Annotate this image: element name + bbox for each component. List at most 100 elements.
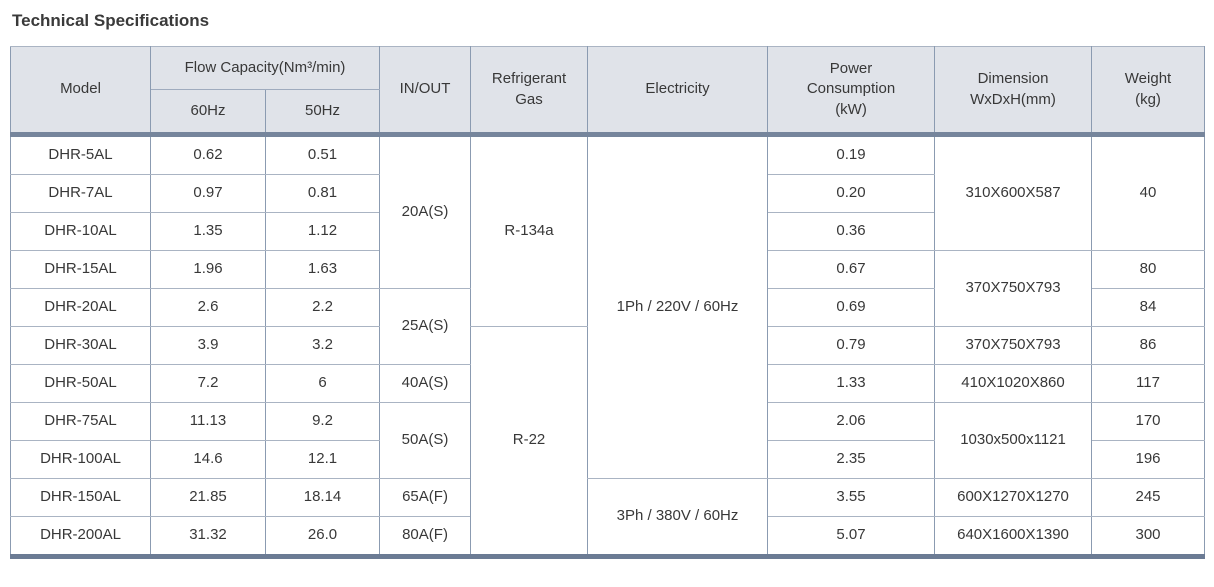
col-header-refrigerant-gas: Refrigerant Gas — [470, 46, 589, 137]
table-row: DHR-100AL 14.6 12.1 2.35 196 — [10, 440, 1206, 479]
cell-50hz: 6 — [264, 364, 381, 403]
table-row: DHR-7AL 0.97 0.81 0.20 — [10, 174, 1205, 213]
header-line: Weight — [1124, 70, 1172, 88]
header-line: Refrigerant — [491, 70, 567, 88]
cell-50hz: 0.81 — [264, 174, 381, 213]
cell-power: 2.06 — [767, 402, 936, 441]
cell-60hz: 3.9 — [150, 326, 266, 365]
cell-50hz: 1.63 — [264, 250, 381, 289]
col-header-dimension: Dimension WxDxH(mm) — [934, 46, 1093, 137]
cell-weight: 80 — [1091, 250, 1206, 289]
cell-weight: 245 — [1091, 478, 1206, 517]
table-header: Model Flow Capacity(Nm³/min) IN/OUT Refr… — [10, 46, 1206, 137]
col-header-model: Model — [10, 46, 151, 137]
cell-in-out: 80A(F) — [379, 516, 472, 557]
table-row: DHR-75AL 11.13 9.2 50A(S) 2.06 1030x500x… — [10, 402, 1206, 479]
cell-weight: 86 — [1091, 326, 1206, 365]
cell-power: 1.33 — [767, 364, 936, 403]
cell-50hz: 1.12 — [264, 212, 381, 251]
spec-table: Model Flow Capacity(Nm³/min) IN/OUT Refr… — [10, 46, 1206, 559]
cell-50hz: 3.2 — [264, 326, 381, 365]
table-row: DHR-5AL 0.62 0.51 20A(S) R-134a 1Ph / 22… — [10, 134, 1206, 479]
header-line: WxDxH(mm) — [970, 90, 1056, 108]
cell-weight: 300 — [1091, 516, 1206, 557]
cell-60hz: 1.35 — [150, 212, 266, 251]
cell-dimension: 600X1270X1270 — [934, 478, 1093, 517]
col-header-flow-capacity: Flow Capacity(Nm³/min) — [149, 46, 381, 90]
header-row-top: Model Flow Capacity(Nm³/min) IN/OUT Refr… — [10, 46, 1206, 137]
cell-model: DHR-5AL — [10, 134, 151, 175]
cell-weight: 40 — [1091, 134, 1206, 251]
header-line: Gas — [515, 90, 543, 108]
header-line: Consumption — [806, 80, 896, 98]
cell-in-out: 20A(S) — [379, 134, 472, 289]
cell-electricity: 3Ph / 380V / 60Hz — [587, 478, 769, 557]
table-row: DHR-30AL 3.9 3.2 R-22 0.79 370X750X793 8… — [10, 326, 1206, 557]
cell-50hz: 2.2 — [264, 288, 381, 327]
cell-60hz: 14.6 — [150, 440, 266, 479]
header-row-sub: 60Hz 50Hz — [11, 89, 1205, 137]
cell-power: 5.07 — [767, 516, 936, 557]
cell-dimension: 370X750X793 — [934, 326, 1093, 365]
cell-power: 0.36 — [767, 212, 936, 251]
page: Technical Specifications Model Flow Capa… — [10, 11, 1206, 559]
cell-model: DHR-50AL — [10, 364, 151, 403]
cell-model: DHR-100AL — [10, 440, 151, 479]
cell-60hz: 7.2 — [150, 364, 266, 403]
cell-model: DHR-30AL — [10, 326, 151, 365]
cell-60hz: 0.97 — [150, 174, 266, 213]
cell-model: DHR-10AL — [10, 212, 151, 251]
cell-60hz: 2.6 — [150, 288, 266, 327]
cell-50hz: 12.1 — [264, 440, 381, 479]
col-header-in-out: IN/OUT — [379, 46, 472, 137]
table-body: DHR-5AL 0.62 0.51 20A(S) R-134a 1Ph / 22… — [10, 134, 1206, 557]
cell-in-out: 40A(S) — [379, 364, 472, 403]
cell-60hz: 31.32 — [150, 516, 266, 557]
cell-weight: 84 — [1091, 288, 1206, 327]
cell-power: 0.19 — [767, 134, 936, 175]
cell-weight: 170 — [1091, 402, 1206, 441]
cell-dimension: 370X750X793 — [934, 250, 1093, 327]
cell-50hz: 9.2 — [264, 402, 381, 441]
cell-refrigerant: R-134a — [470, 134, 589, 327]
cell-60hz: 0.62 — [150, 134, 266, 175]
cell-60hz: 11.13 — [150, 402, 266, 441]
cell-power: 2.35 — [767, 440, 936, 479]
cell-in-out: 65A(F) — [379, 478, 472, 517]
cell-in-out: 25A(S) — [379, 288, 472, 365]
table-row: DHR-20AL 2.6 2.2 25A(S) 0.69 84 — [10, 288, 1206, 365]
header-line: Dimension — [977, 70, 1049, 88]
col-header-electricity: Electricity — [587, 46, 769, 137]
table-row: DHR-10AL 1.35 1.12 0.36 — [10, 212, 1205, 251]
header-line: Power — [829, 60, 873, 78]
cell-dimension: 1030x500x1121 — [934, 402, 1093, 479]
cell-dimension: 310X600X587 — [934, 134, 1093, 251]
cell-model: DHR-15AL — [10, 250, 151, 289]
cell-power: 0.67 — [767, 250, 936, 289]
cell-model: DHR-7AL — [10, 174, 151, 213]
cell-60hz: 1.96 — [150, 250, 266, 289]
header-line: (kW) — [835, 100, 867, 118]
cell-weight: 117 — [1091, 364, 1206, 403]
cell-model: DHR-20AL — [10, 288, 151, 327]
header-line: (kg) — [1135, 90, 1161, 108]
page-title: Technical Specifications — [12, 11, 210, 30]
cell-in-out: 50A(S) — [379, 402, 472, 479]
cell-50hz: 0.51 — [264, 134, 381, 175]
cell-50hz: 18.14 — [264, 478, 381, 517]
cell-electricity: 1Ph / 220V / 60Hz — [587, 134, 769, 479]
cell-dimension: 410X1020X860 — [934, 364, 1093, 403]
table-row: DHR-150AL 21.85 18.14 65A(F) 3Ph / 380V … — [10, 478, 1206, 557]
cell-model: DHR-75AL — [10, 402, 151, 441]
cell-power: 0.79 — [767, 326, 936, 365]
col-header-power-consumption: Power Consumption (kW) — [767, 46, 936, 137]
cell-model: DHR-200AL — [10, 516, 151, 557]
col-header-weight: Weight (kg) — [1091, 46, 1206, 137]
cell-power: 0.20 — [767, 174, 936, 213]
col-header-60hz: 60Hz — [150, 89, 266, 137]
cell-power: 3.55 — [767, 478, 936, 517]
cell-refrigerant: R-22 — [470, 326, 589, 557]
table-row: DHR-50AL 7.2 6 40A(S) 1.33 410X1020X860 … — [10, 364, 1206, 403]
cell-dimension: 640X1600X1390 — [934, 516, 1093, 557]
cell-model: DHR-150AL — [10, 478, 151, 517]
